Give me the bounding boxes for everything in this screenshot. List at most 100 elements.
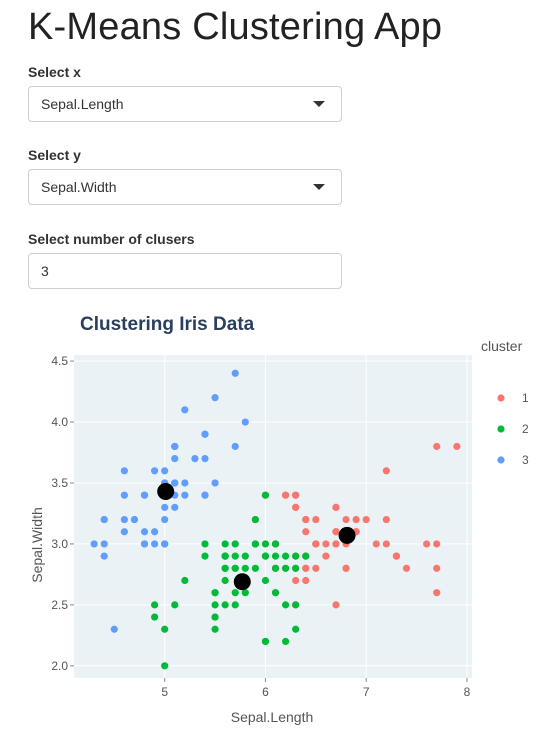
data-point-cluster-3 [241,418,249,426]
data-point-cluster-2 [221,576,229,585]
data-point-cluster-1 [382,467,390,475]
data-point-cluster-2 [251,515,259,524]
data-point-cluster-2 [271,564,280,572]
select-y-dropdown[interactable]: Sepal.Width [28,169,342,205]
data-point-cluster-3 [120,491,128,499]
select-y-label: Select y [28,147,81,163]
data-point-cluster-2 [261,491,270,499]
x-tick-label: 7 [363,685,370,699]
data-point-cluster-1 [433,540,441,548]
data-point-cluster-3 [120,528,128,536]
data-point-cluster-2 [292,564,300,572]
cluster-count-label: Select number of clusers [28,231,195,247]
legend-swatch [497,394,505,402]
data-point-cluster-1 [322,552,330,560]
data-point-cluster-1 [312,564,320,572]
data-point-cluster-3 [140,528,149,536]
cluster-centers [157,483,356,591]
data-point-cluster-1 [342,515,350,524]
data-point-cluster-2 [231,564,239,572]
data-point-cluster-3 [100,515,108,524]
data-point-cluster-1 [302,564,310,572]
data-point-cluster-1 [362,515,370,524]
chart-title: Clustering Iris Data [80,314,255,335]
y-tick-label: 4.0 [51,415,68,429]
select-y-value: Sepal.Width [41,179,117,195]
data-point-cluster-3 [231,442,239,451]
x-axis-label: Sepal.Length [231,709,314,725]
plot-panel [74,355,472,678]
data-point-cluster-2 [231,601,239,609]
data-point-cluster-2 [281,601,290,609]
y-axis-label: Sepal.Width [29,507,45,582]
data-point-cluster-2 [211,625,219,633]
data-point-cluster-3 [201,430,209,438]
legend-item-2[interactable]: 2 [497,422,529,436]
select-x-value: Sepal.Length [41,96,124,112]
legend-label: 2 [522,422,529,436]
legend-item-1[interactable]: 1 [497,391,529,405]
data-point-cluster-2 [251,540,259,548]
y-tick-label: 3.5 [51,476,68,490]
data-point-cluster-1 [302,528,310,536]
scatter-plot-svg: Clustering Iris Data 5 6 7 8 2.0 2.5 3.0 3.5 4.… [29,314,529,725]
data-point-cluster-3 [211,394,219,402]
data-point-cluster-3 [140,491,149,499]
legend-swatch [497,425,505,433]
y-axis-ticks: 2.0 2.5 3.0 3.5 4.0 4.5 [51,354,74,673]
data-point-cluster-2 [231,540,239,548]
data-point-cluster-3 [90,540,98,548]
data-point-cluster-3 [120,467,128,475]
data-point-cluster-2 [161,625,169,633]
data-point-cluster-1 [332,601,340,609]
data-point-cluster-1 [332,528,340,536]
legend-swatch [497,456,505,464]
data-point-cluster-2 [292,625,300,633]
app-title: K-Means Clustering App [28,6,443,48]
data-point-cluster-3 [201,491,209,499]
data-point-cluster-2 [241,589,249,597]
data-point-cluster-3 [151,528,159,536]
data-point-cluster-3 [181,479,189,487]
data-point-cluster-2 [271,552,280,560]
data-point-cluster-1 [453,442,461,451]
data-point-cluster-1 [322,540,330,548]
data-point-cluster-2 [151,613,159,621]
data-point-cluster-1 [342,564,350,572]
data-point-cluster-2 [211,613,219,621]
cluster-center-point [157,483,175,501]
data-point-cluster-2 [261,540,270,548]
data-point-cluster-3 [110,625,118,633]
x-tick-label: 8 [464,685,471,699]
data-point-cluster-1 [312,540,320,548]
data-point-cluster-2 [261,637,270,646]
data-point-cluster-3 [100,540,108,548]
data-point-cluster-3 [130,515,139,524]
data-point-cluster-3 [181,491,189,499]
data-point-cluster-1 [433,442,441,451]
data-point-cluster-2 [292,601,300,609]
cluster-plot: Clustering Iris Data 5 6 7 8 2.0 2.5 3.0 3.5 4.… [0,300,556,743]
data-point-cluster-2 [251,564,259,572]
data-point-cluster-3 [171,479,179,487]
data-point-cluster-2 [261,576,270,585]
x-tick-label: 6 [262,685,269,699]
data-point-cluster-3 [151,467,159,475]
data-point-cluster-3 [171,503,179,511]
legend-label: 3 [522,453,529,467]
data-point-cluster-3 [120,515,128,524]
data-point-cluster-2 [201,540,209,548]
data-point-cluster-3 [161,515,169,524]
data-point-cluster-1 [292,491,300,499]
data-point-cluster-1 [382,515,390,524]
y-tick-label: 3.0 [51,537,68,551]
legend[interactable]: 1 2 3 [497,391,529,467]
x-tick-label: 5 [161,685,168,699]
data-point-cluster-2 [231,589,239,597]
data-point-cluster-1 [352,515,360,524]
y-tick-label: 2.5 [51,598,68,612]
select-x-dropdown[interactable]: Sepal.Length [28,86,342,122]
legend-item-3[interactable]: 3 [497,453,529,467]
data-point-cluster-1 [433,564,441,572]
cluster-count-input[interactable]: 3 [28,253,342,289]
